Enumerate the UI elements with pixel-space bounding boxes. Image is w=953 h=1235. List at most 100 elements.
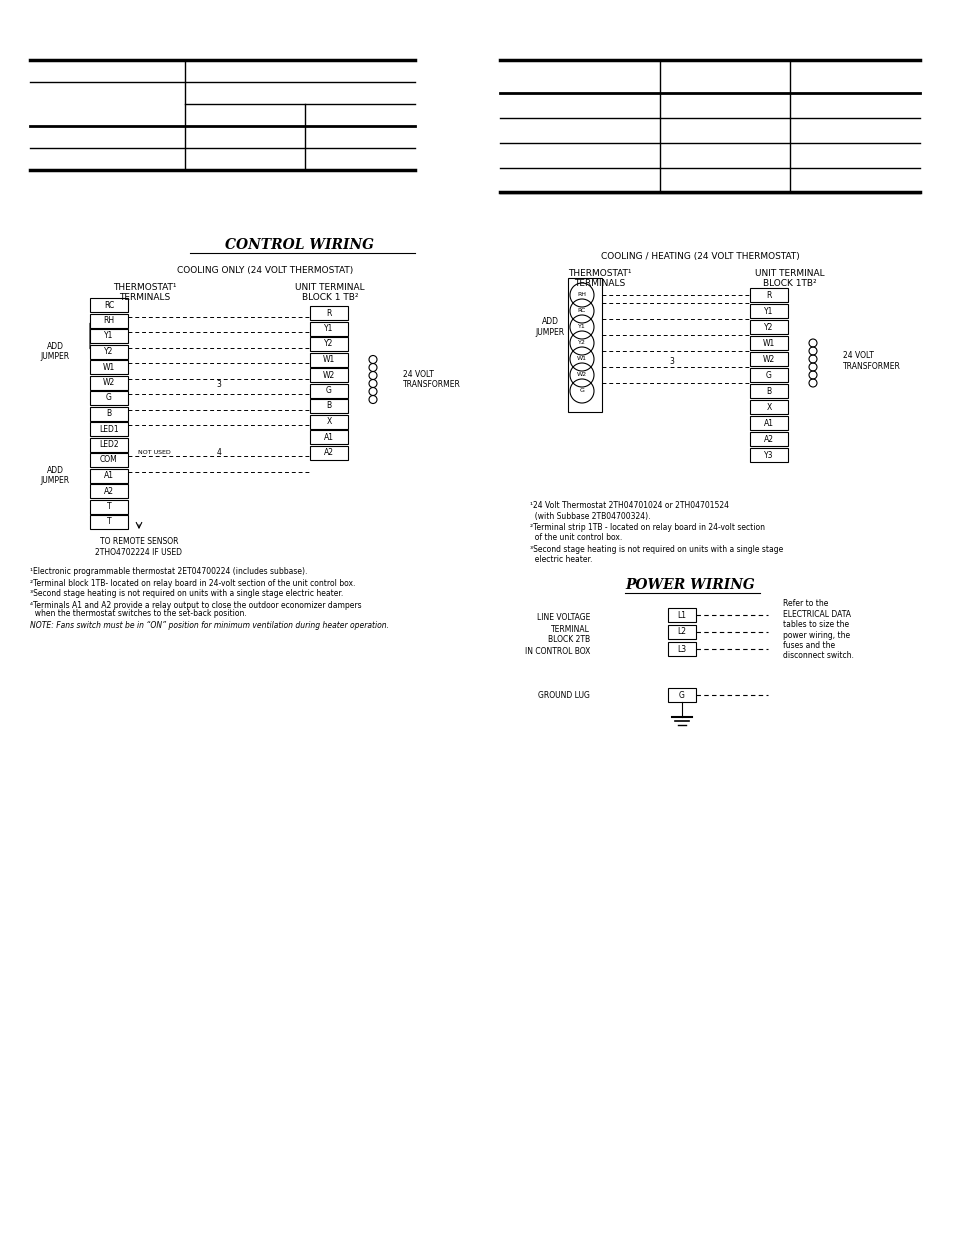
Text: X: X [326, 417, 332, 426]
Bar [90, 314, 128, 327]
Text: GROUND LUG: GROUND LUG [537, 690, 589, 699]
Text: BLOCK 1 TB²: BLOCK 1 TB² [301, 293, 358, 301]
Text: T: T [107, 517, 112, 526]
Text: Y2: Y2 [104, 347, 113, 356]
Bar [749, 304, 787, 317]
Text: Y3: Y3 [763, 451, 773, 459]
Text: A2: A2 [324, 448, 334, 457]
Text: of the unit control box.: of the unit control box. [530, 534, 621, 542]
Text: W1: W1 [322, 354, 335, 364]
Text: POWER WIRING: POWER WIRING [624, 578, 754, 592]
Bar [310, 430, 348, 445]
Bar [749, 384, 787, 398]
Bar [310, 368, 348, 382]
Text: B: B [326, 401, 332, 410]
Bar [90, 345, 128, 358]
Bar [90, 499, 128, 514]
Text: THERMOSTAT¹: THERMOSTAT¹ [113, 283, 176, 291]
Bar [90, 422, 128, 436]
Text: RH: RH [103, 316, 114, 325]
Bar [310, 446, 348, 459]
Text: 3: 3 [669, 357, 674, 366]
Text: RH: RH [577, 293, 586, 298]
Text: ³Second stage heating is not required on units with a single stage electric heat: ³Second stage heating is not required on… [30, 589, 343, 599]
Bar [310, 306, 348, 320]
Text: X: X [765, 403, 771, 411]
Text: CONTROL WIRING: CONTROL WIRING [225, 238, 375, 252]
Text: G: G [679, 690, 684, 699]
Text: ⁴Terminals A1 and A2 provide a relay output to close the outdoor economizer damp: ⁴Terminals A1 and A2 provide a relay out… [30, 600, 361, 610]
Bar [667, 688, 696, 701]
Text: W2: W2 [322, 370, 335, 379]
Text: Y1: Y1 [324, 324, 334, 333]
Bar [749, 400, 787, 414]
Text: Y1: Y1 [104, 331, 113, 341]
Text: 4: 4 [216, 448, 221, 457]
Bar [749, 320, 787, 333]
Bar [749, 432, 787, 446]
Text: COM: COM [100, 456, 118, 464]
Text: IN CONTROL BOX: IN CONTROL BOX [524, 646, 589, 656]
Text: ²Terminal strip 1TB - located on relay board in 24-volt section: ²Terminal strip 1TB - located on relay b… [530, 522, 764, 531]
Bar [90, 375, 128, 389]
Bar [310, 321, 348, 336]
Bar [90, 484, 128, 498]
Text: ³Second stage heating is not required on units with a single stage: ³Second stage heating is not required on… [530, 545, 782, 553]
Text: T: T [107, 501, 112, 511]
Bar [310, 384, 348, 398]
Bar [749, 336, 787, 350]
Text: BLOCK 2TB: BLOCK 2TB [547, 636, 589, 645]
Text: A2: A2 [104, 487, 113, 495]
Text: G: G [579, 389, 584, 394]
Text: ADD
JUMPER: ADD JUMPER [40, 466, 70, 485]
Text: electric heater.: electric heater. [530, 556, 592, 564]
Text: ²Terminal block 1TB- located on relay board in 24-volt section of the unit contr: ²Terminal block 1TB- located on relay bo… [30, 578, 355, 588]
Text: TO REMOTE SENSOR
2THO4702224 IF USED: TO REMOTE SENSOR 2THO4702224 IF USED [95, 537, 182, 557]
Text: THERMOSTAT¹: THERMOSTAT¹ [568, 268, 631, 278]
Text: B: B [107, 409, 112, 417]
Text: LED1: LED1 [99, 425, 119, 433]
Text: A1: A1 [104, 471, 113, 480]
Text: BLOCK 1TB²: BLOCK 1TB² [762, 279, 816, 288]
Bar [90, 359, 128, 374]
Text: ADD
JUMPER: ADD JUMPER [40, 342, 70, 361]
Text: 24 VOLT
TRANSFORMER: 24 VOLT TRANSFORMER [842, 351, 900, 370]
Text: RC: RC [578, 309, 585, 314]
Text: L3: L3 [677, 645, 686, 653]
Bar [310, 415, 348, 429]
Bar [90, 453, 128, 467]
Text: W2: W2 [762, 354, 774, 363]
Bar [310, 352, 348, 367]
Text: ¹Electronic programmable thermostat 2ET04700224 (includes subbase).: ¹Electronic programmable thermostat 2ET0… [30, 568, 307, 577]
Text: W1: W1 [103, 363, 115, 372]
Bar [310, 337, 348, 351]
Text: Y2: Y2 [578, 341, 585, 346]
Bar [567, 278, 601, 412]
Bar [310, 399, 348, 412]
Text: NOT USED: NOT USED [138, 450, 171, 454]
Text: LED2: LED2 [99, 440, 119, 450]
Text: COOLING ONLY (24 VOLT THERMOSTAT): COOLING ONLY (24 VOLT THERMOSTAT) [176, 266, 353, 274]
Text: LINE VOLTAGE: LINE VOLTAGE [536, 614, 589, 622]
Text: UNIT TERMINAL: UNIT TERMINAL [755, 268, 824, 278]
Bar [90, 391, 128, 405]
Text: A1: A1 [324, 432, 334, 441]
Text: G: G [106, 394, 112, 403]
Text: L1: L1 [677, 610, 686, 620]
Text: TERMINALS: TERMINALS [119, 293, 171, 301]
Text: W2: W2 [577, 373, 586, 378]
Bar [90, 515, 128, 529]
Text: Y2: Y2 [763, 322, 773, 331]
Bar [749, 448, 787, 462]
Bar [749, 416, 787, 430]
Text: 3: 3 [216, 380, 221, 389]
Text: Y1: Y1 [763, 306, 773, 315]
Bar [90, 468, 128, 483]
Text: Refer to the
ELECTRICAL DATA
tables to size the
power wiring, the
fuses and the
: Refer to the ELECTRICAL DATA tables to s… [782, 599, 853, 661]
Bar [90, 298, 128, 312]
Text: when the thermostat switches to the set-back position.: when the thermostat switches to the set-… [30, 610, 247, 619]
Text: W1: W1 [577, 357, 586, 362]
Bar [749, 352, 787, 366]
Bar [90, 437, 128, 452]
Text: W1: W1 [762, 338, 774, 347]
